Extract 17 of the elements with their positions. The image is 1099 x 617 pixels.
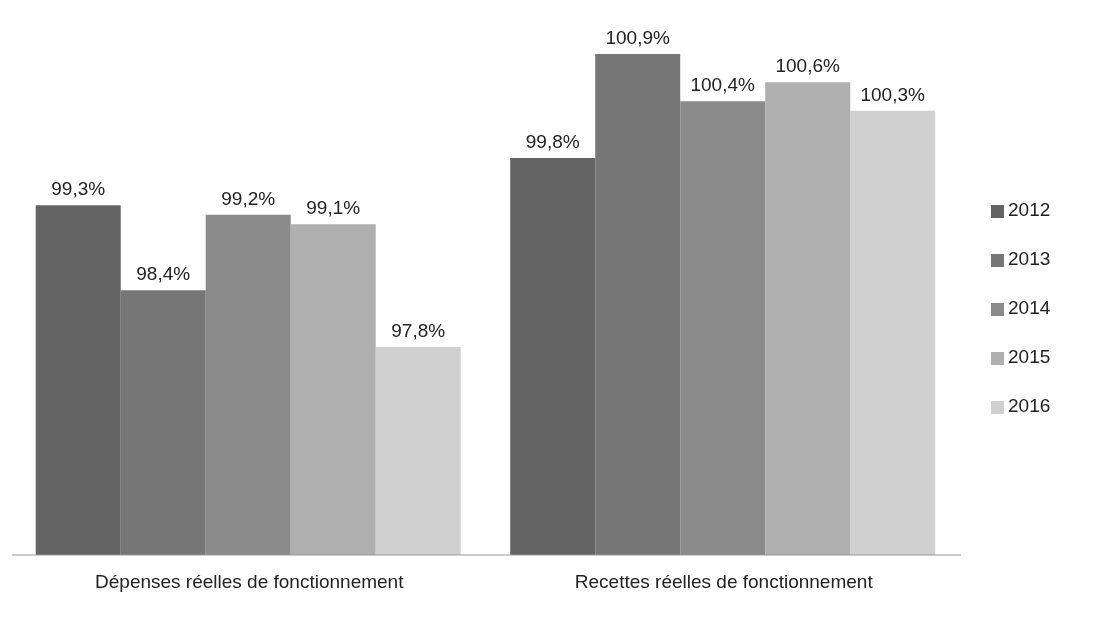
legend-label: 2014: [1008, 297, 1051, 318]
data-label: 97,8%: [391, 320, 446, 342]
data-label: 98,4%: [136, 263, 191, 285]
x-tick-label: Recettes réelles de fonctionnement: [574, 571, 874, 593]
legend-label: 2016: [1008, 395, 1051, 416]
data-label: 100,6%: [775, 55, 841, 77]
data-label: 99,3%: [51, 178, 106, 200]
legend-label: 2013: [1008, 248, 1051, 269]
data-label: 99,8%: [525, 130, 580, 152]
data-label: 100,3%: [860, 83, 926, 105]
data-label: 99,1%: [306, 197, 361, 219]
legend-label: 2015: [1008, 346, 1051, 367]
data-label: 100,4%: [690, 74, 756, 96]
x-tick-label: Dépenses réelles de fonctionnement: [95, 571, 405, 593]
legend-label: 2012: [1008, 199, 1051, 220]
data-label: 99,2%: [221, 187, 276, 209]
data-label: 100,9%: [605, 27, 671, 48]
